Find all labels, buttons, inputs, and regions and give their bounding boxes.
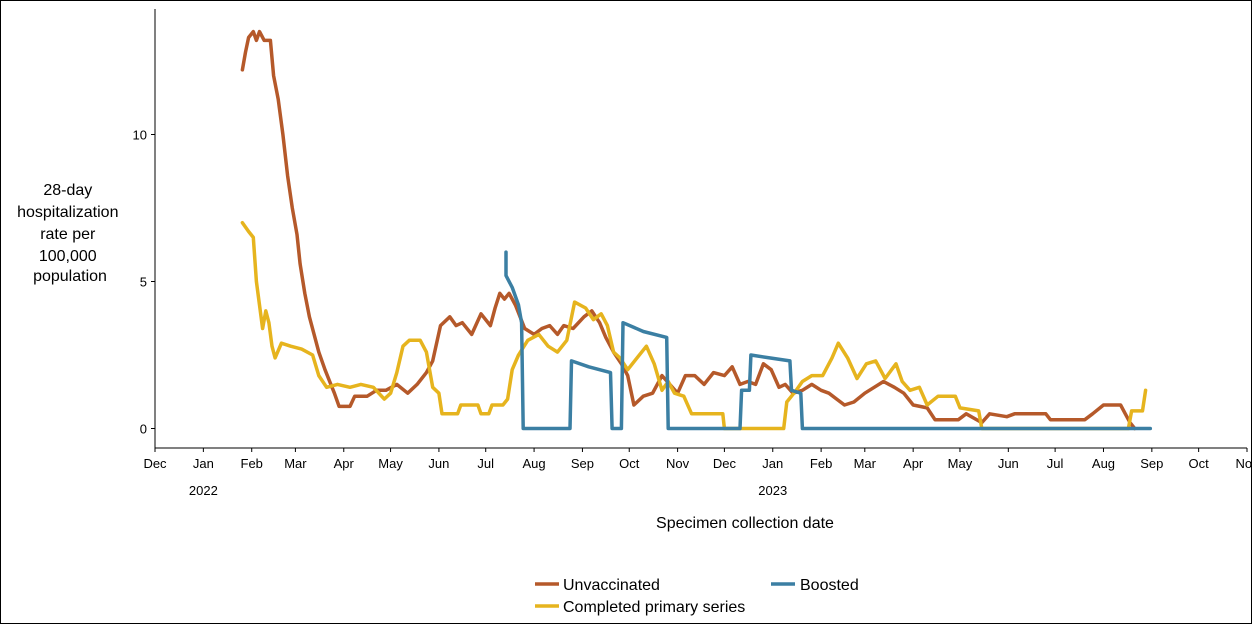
x-tick-label: Sep xyxy=(1140,456,1163,471)
x-year-label: 2022 xyxy=(189,483,218,498)
x-tick-label: May xyxy=(948,456,973,471)
y-axis-title-line: 28-day xyxy=(43,182,92,199)
x-tick-label: Nov xyxy=(1235,456,1252,471)
x-tick-label: Nov xyxy=(666,456,690,471)
x-tick-label: May xyxy=(378,456,403,471)
y-axis-title-line: population xyxy=(33,268,107,285)
x-tick-label: Dec xyxy=(713,456,737,471)
legend-label-completed-primary-series: Completed primary series xyxy=(563,599,745,616)
legend-label-unvaccinated: Unvaccinated xyxy=(563,577,660,594)
x-tick-label: Aug xyxy=(523,456,546,471)
x-tick-label: Feb xyxy=(241,456,263,471)
x-tick-label: Aug xyxy=(1092,456,1115,471)
x-tick-label: Jul xyxy=(477,456,494,471)
x-tick-label: Jun xyxy=(998,456,1019,471)
y-tick-label: 0 xyxy=(140,422,147,437)
labels-layer: Specimen collection date 28-day hospital… xyxy=(17,182,834,532)
x-tick-label: Mar xyxy=(284,456,307,471)
y-tick-label: 5 xyxy=(140,275,147,290)
series-line-boosted xyxy=(504,250,1153,431)
y-axis-title-line: hospitalization xyxy=(17,204,118,221)
axes: 0 5 10 Dec Jan Feb Mar Apr May Jun Jul Aug Sep Oct Nov… xyxy=(133,9,1252,498)
x-year-label: 2023 xyxy=(758,483,787,498)
x-tick-label: Jul xyxy=(1047,456,1064,471)
x-tick-label: Dec xyxy=(143,456,167,471)
x-tick-label: Jun xyxy=(428,456,449,471)
legend-label-boosted: Boosted xyxy=(800,577,859,594)
y-axis-title-line: rate per xyxy=(40,226,96,243)
x-tick-label: Oct xyxy=(619,456,640,471)
y-tick-label: 10 xyxy=(133,128,147,143)
x-tick-label: Feb xyxy=(810,456,832,471)
x-axis-title: Specimen collection date xyxy=(656,515,834,532)
y-axis-title: 28-day hospitalization rate per 100,000 … xyxy=(17,182,123,285)
x-tick-label: Apr xyxy=(903,456,924,471)
series-line-completed-primary-series xyxy=(240,220,1148,431)
y-axis-title-line: 100,000 xyxy=(39,248,97,265)
x-tick-label: Sep xyxy=(571,456,594,471)
x-tick-label: Apr xyxy=(334,456,355,471)
x-tick-label: Mar xyxy=(854,456,877,471)
x-tick-label: Jan xyxy=(762,456,783,471)
series-layer xyxy=(240,29,1153,431)
series-line-unvaccinated xyxy=(240,29,1137,431)
legend: Unvaccinated Completed primary series Bo… xyxy=(535,577,859,616)
x-tick-label: Jan xyxy=(193,456,214,471)
x-tick-label: Oct xyxy=(1189,456,1210,471)
